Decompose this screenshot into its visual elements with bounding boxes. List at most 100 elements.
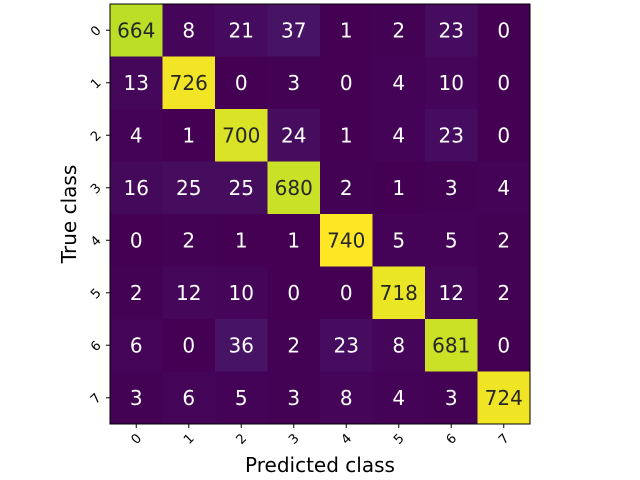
- cell-value-label: 3: [287, 71, 300, 95]
- y-tick-label: 7: [88, 391, 104, 407]
- cell-value-label: 2: [130, 281, 143, 305]
- heatmap-cell: [215, 56, 268, 110]
- cell-value-label: 700: [222, 123, 260, 147]
- cell-value-label: 25: [176, 176, 201, 200]
- y-tick-label: 2: [88, 128, 104, 144]
- heatmap-cell: [425, 319, 478, 372]
- heatmap-cell: [215, 4, 268, 57]
- cell-value-label: 23: [439, 18, 464, 42]
- cell-value-label: 21: [229, 18, 254, 42]
- cell-value-label: 23: [439, 123, 464, 147]
- heatmap-cell: [215, 214, 268, 267]
- cell-value-label: 16: [124, 176, 149, 200]
- cell-value-label: 8: [392, 333, 405, 357]
- cell-value-label: 8: [182, 18, 195, 42]
- heatmap-cell: [320, 266, 373, 320]
- heatmap-cell: [110, 56, 163, 110]
- heatmap-cell: [425, 214, 478, 267]
- heatmap-cell: [320, 371, 373, 425]
- cell-value-label: 5: [445, 228, 458, 252]
- heatmap-cell: [215, 109, 268, 162]
- heatmap-cell: [267, 161, 321, 215]
- cell-value-label: 2: [392, 18, 405, 42]
- heatmap-cell: [372, 109, 426, 162]
- y-axis-ticks: 0 1 2 3 4 5 6 7: [88, 23, 110, 407]
- cell-value-label: 6: [182, 386, 195, 410]
- heatmap-cell: [320, 56, 373, 110]
- heatmap-cell: [110, 161, 163, 215]
- heatmap-cell: [215, 266, 268, 320]
- x-axis-ticks: 0 1 2 3 4 5 6 7: [129, 424, 513, 448]
- heatmap-cell: [162, 214, 216, 267]
- heatmap-cell: [162, 319, 216, 372]
- heatmap-cell: [110, 266, 163, 320]
- y-tick-label: 3: [88, 181, 104, 197]
- heatmap-cell: [477, 4, 531, 57]
- cell-value-label: 10: [439, 71, 464, 95]
- cell-value-label: 5: [235, 386, 248, 410]
- cell-value-label: 4: [392, 386, 405, 410]
- heatmap-cell: [320, 214, 373, 267]
- plot-frame: [109, 3, 531, 425]
- cell-value-label: 0: [340, 281, 353, 305]
- cell-value-label: 4: [392, 123, 405, 147]
- cell-value-label: 4: [392, 71, 405, 95]
- heatmap-cell: [372, 371, 426, 425]
- heatmap-cell: [162, 109, 216, 162]
- cell-value-label: 1: [340, 123, 353, 147]
- cell-value-label: 2: [340, 176, 353, 200]
- heatmap-cell: [215, 371, 268, 425]
- heatmap-cell: [267, 371, 321, 425]
- cell-value-label: 4: [497, 176, 510, 200]
- cell-value-label: 0: [497, 123, 510, 147]
- heatmap-cell: [477, 266, 531, 320]
- heatmap-cell: [372, 319, 426, 372]
- cell-value-label: 3: [445, 386, 458, 410]
- heatmap-cell: [110, 109, 163, 162]
- heatmap-cell: [477, 319, 531, 372]
- cell-value-label: 0: [235, 71, 248, 95]
- x-tick-label: 3: [286, 431, 302, 447]
- y-tick-label: 4: [88, 233, 104, 249]
- heatmap-cells: 664 8 21 37 1 2 23 013 726 0 3 0 4 10 04 1 700 24 1 4 23 016 2…: [110, 4, 531, 425]
- x-tick-label: 5: [391, 431, 407, 447]
- heatmap-cell: [267, 319, 321, 372]
- cell-value-label: 0: [340, 71, 353, 95]
- cell-value-label: 25: [229, 176, 254, 200]
- heatmap-cell: [320, 319, 373, 372]
- cell-value-label: 724: [485, 386, 523, 410]
- cell-value-label: 664: [117, 18, 155, 42]
- heatmap-cell: [162, 4, 216, 57]
- heatmap-cell: [215, 161, 268, 215]
- heatmap-cell: [425, 161, 478, 215]
- cell-value-label: 3: [445, 176, 458, 200]
- heatmap-cell: [477, 56, 531, 110]
- cell-value-label: 13: [124, 71, 149, 95]
- cell-value-label: 2: [497, 228, 510, 252]
- heatmap-cell: [267, 4, 321, 57]
- x-tick-label: 2: [234, 431, 250, 447]
- heatmap-cell: [162, 266, 216, 320]
- cell-value-label: 1: [287, 228, 300, 252]
- heatmap-cell: [215, 319, 268, 372]
- cell-value-label: 0: [130, 228, 143, 252]
- cell-value-label: 0: [497, 71, 510, 95]
- y-tick-label: 1: [88, 76, 104, 92]
- cell-value-label: 4: [130, 123, 143, 147]
- y-tick-label: 6: [88, 338, 104, 354]
- cell-value-label: 2: [287, 333, 300, 357]
- heatmap-cell: [320, 161, 373, 215]
- cell-value-label: 1: [182, 123, 195, 147]
- y-tick-label: 0: [88, 23, 104, 39]
- heatmap-cell: [425, 109, 478, 162]
- y-axis-label: True class: [57, 165, 81, 265]
- heatmap-cell: [267, 56, 321, 110]
- cell-value-label: 8: [340, 386, 353, 410]
- cell-value-label: 3: [287, 386, 300, 410]
- heatmap-cell: [425, 56, 478, 110]
- heatmap-cell: [372, 266, 426, 320]
- heatmap-cell: [267, 214, 321, 267]
- heatmap-cell: [110, 319, 163, 372]
- heatmap-cell: [267, 109, 321, 162]
